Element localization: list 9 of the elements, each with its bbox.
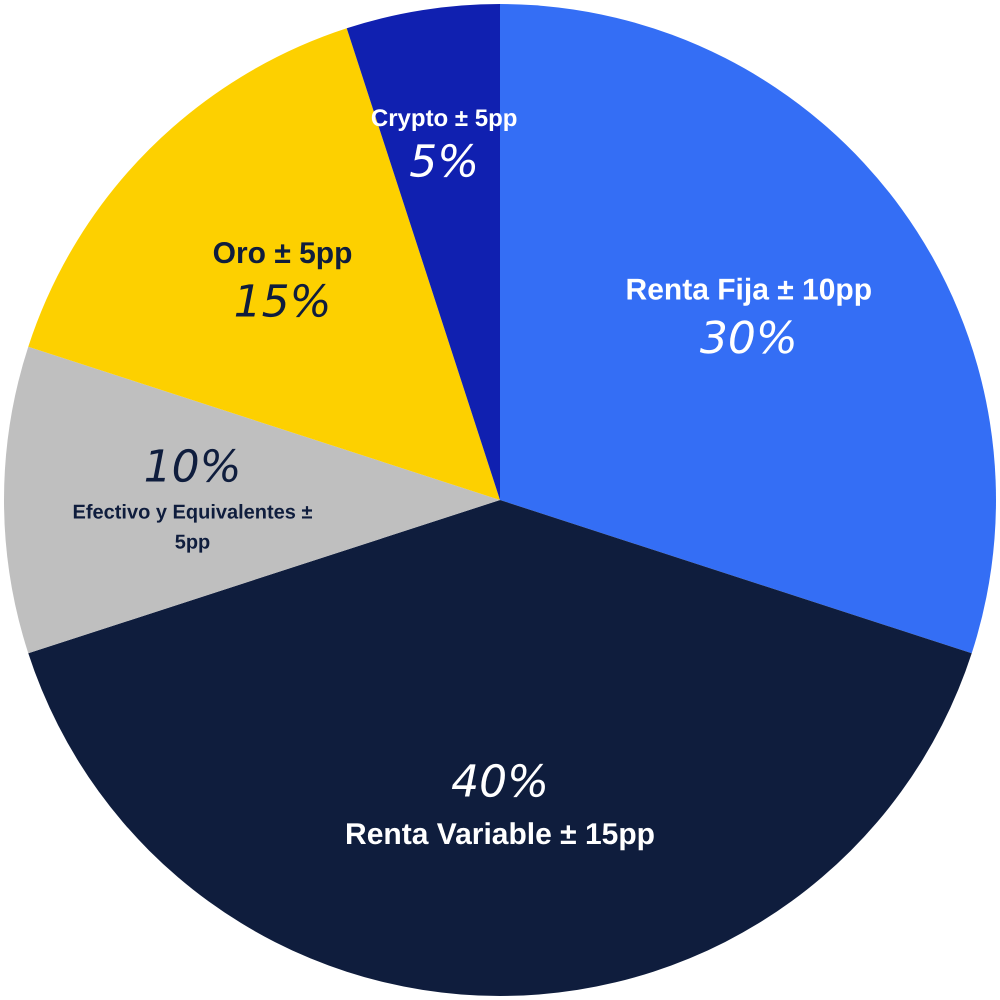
slice-label: Oro ± 5pp [212, 236, 352, 270]
data-label: 40% [451, 756, 549, 808]
data-label: 5% [409, 136, 480, 188]
data-label: 15% [234, 276, 332, 328]
slice-label: Renta Fija ± 10pp [626, 274, 872, 307]
data-label: 30% [700, 313, 798, 364]
data-label: 10% [144, 441, 242, 492]
slice-label: Efectivo y Equivalentes ± 5pp [72, 502, 312, 554]
slice-label: Renta Variable ± 15pp [345, 818, 655, 851]
